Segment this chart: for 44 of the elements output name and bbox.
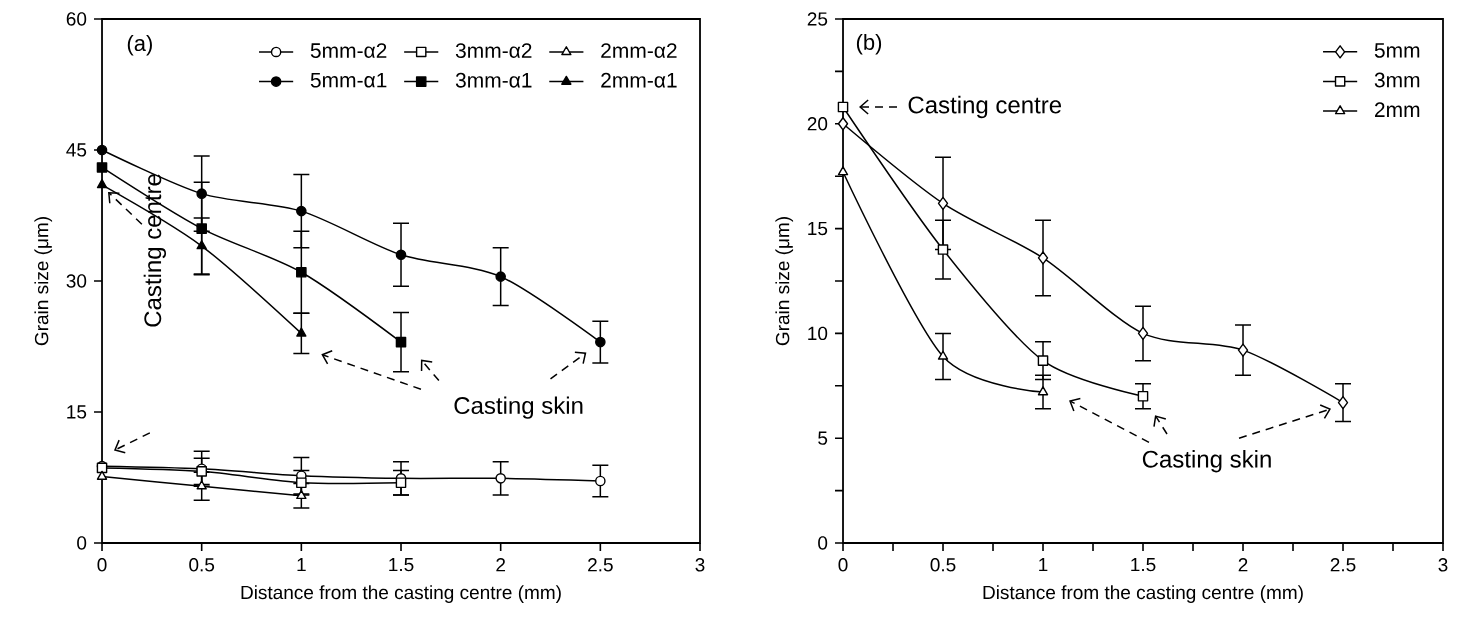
legend-label: 3mm-α1 (455, 72, 532, 88)
annotation: (a) (127, 34, 152, 56)
x-axis-title: Distance from the casting centre (mm) (983, 585, 1303, 603)
x-tick-label: 1.5 (1131, 558, 1156, 572)
annotation: Casting skin (454, 396, 583, 419)
y-tick-label: 10 (808, 326, 828, 341)
y-axis-title: Grain size (μm) (775, 217, 794, 346)
y-tick-label: 0 (818, 536, 828, 550)
x-axis-title: Distance from the casting centre (mm) (241, 585, 561, 603)
annotation: Casting centre (908, 95, 1062, 119)
x-tick-label: 2.5 (1330, 558, 1356, 572)
y-tick-label: 5 (818, 431, 828, 445)
legend-label: 2mm-α1 (601, 72, 677, 88)
legend-label: 3mm (1374, 72, 1420, 88)
legend-label: 3mm-α2 (455, 43, 532, 58)
y-axis-title: Grain size (μm) (34, 217, 53, 346)
annotation: Casting centre (143, 174, 167, 327)
y-tick-label: 30 (66, 274, 87, 288)
legend-label: 5mm (1374, 43, 1420, 58)
annotation: Casting skin (1142, 450, 1271, 473)
x-tick-label: 0 (838, 558, 848, 572)
x-tick-label: 0.5 (189, 558, 215, 572)
x-tick-label: 1 (297, 558, 306, 572)
y-tick-label: 15 (808, 221, 828, 236)
legend-label: 2mm (1375, 102, 1420, 117)
x-tick-label: 2 (1238, 558, 1248, 572)
x-tick-label: 2.5 (588, 558, 613, 572)
x-tick-label: 0.5 (930, 558, 956, 572)
legend-label: 2mm-α2 (601, 43, 677, 58)
y-tick-label: 60 (66, 12, 87, 26)
y-tick-label: 0 (77, 536, 87, 550)
x-tick-label: 2 (496, 558, 506, 572)
legend-label: 5mm-α2 (310, 43, 387, 58)
x-tick-label: 3 (695, 558, 705, 572)
legend-label: 5mm-α1 (310, 72, 387, 88)
y-tick-label: 25 (807, 12, 828, 26)
x-tick-label: 3 (1438, 558, 1448, 572)
x-tick-label: 1 (1039, 558, 1048, 572)
y-tick-label: 45 (66, 143, 87, 157)
y-tick-label: 20 (807, 117, 828, 131)
x-tick-label: 0 (97, 558, 107, 572)
annotation: (b) (856, 33, 882, 55)
x-tick-label: 1.5 (389, 558, 414, 572)
y-tick-label: 15 (67, 405, 87, 419)
